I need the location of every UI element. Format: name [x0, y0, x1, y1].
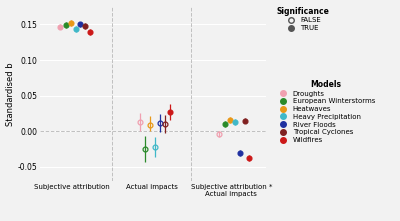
Y-axis label: Standardised b: Standardised b: [6, 62, 15, 126]
Legend: Droughts, European Winterstorms, Heatwaves, Heavy Precipitation, River Floods, T: Droughts, European Winterstorms, Heatwav…: [276, 80, 375, 143]
